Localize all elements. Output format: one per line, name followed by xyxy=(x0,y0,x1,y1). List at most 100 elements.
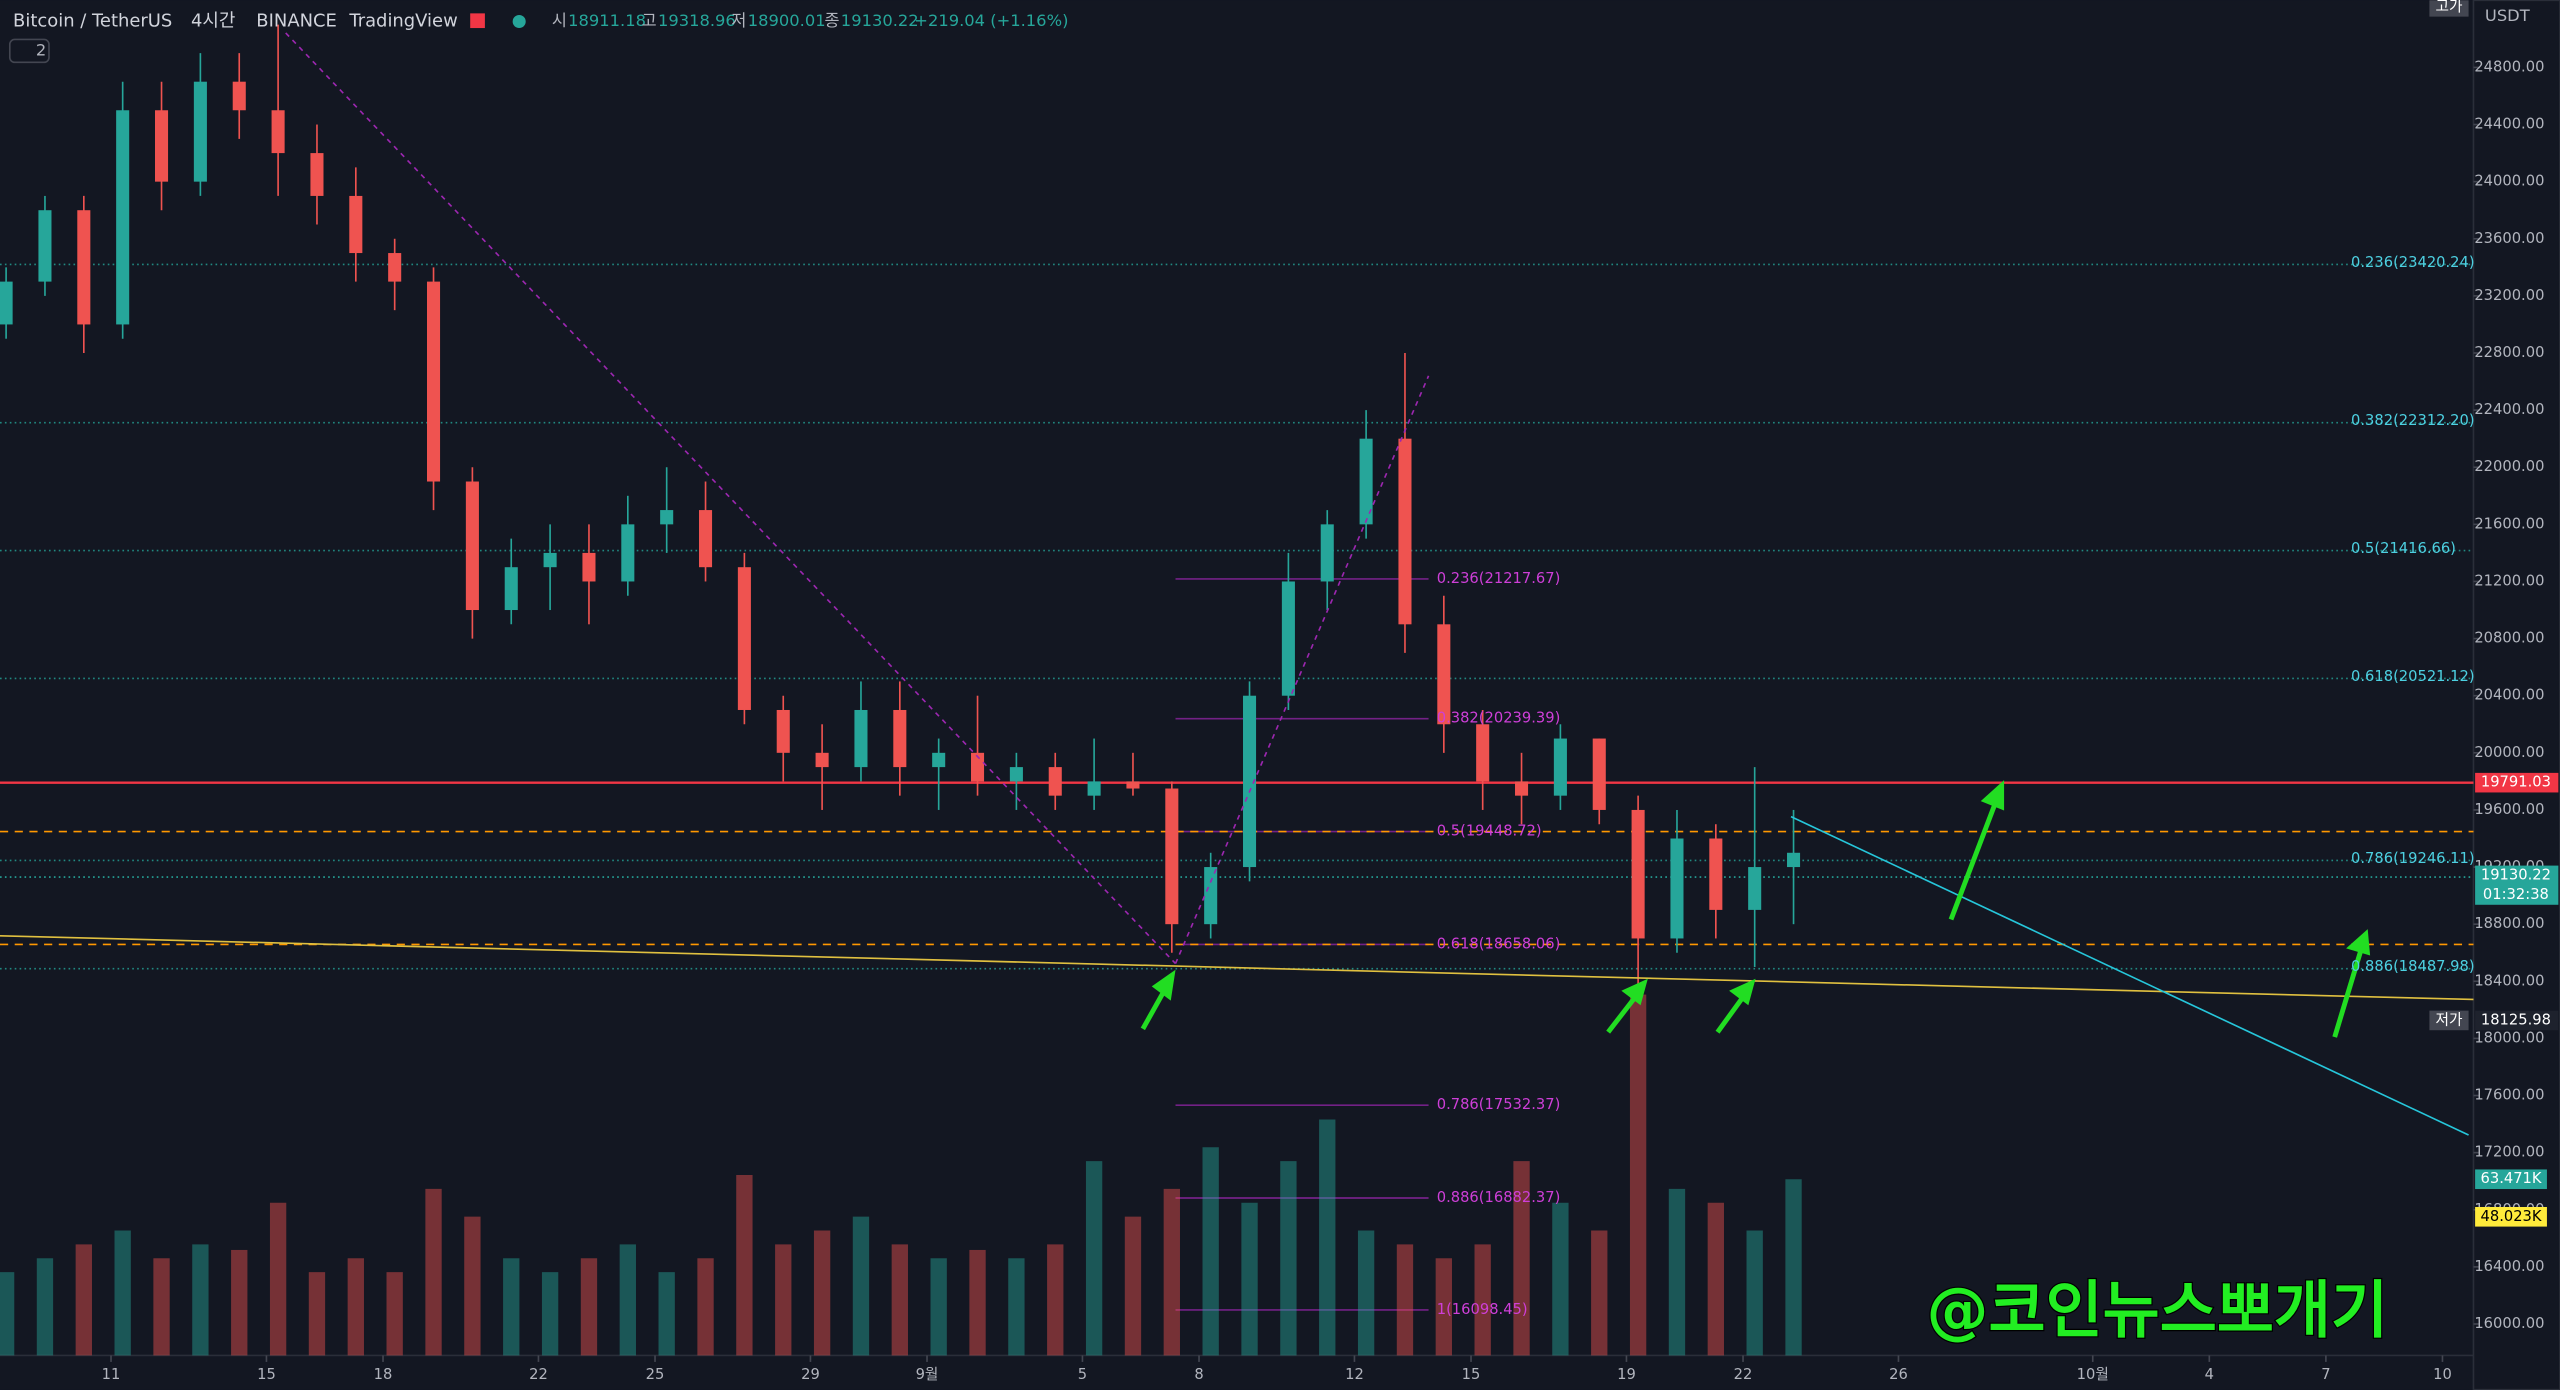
y-tick-label: 24000.00 xyxy=(2474,173,2544,190)
fib-label: 0.786(19246.11) xyxy=(2351,850,2475,867)
y-tick-label: 21600.00 xyxy=(2474,515,2544,532)
x-tick-label: 15 xyxy=(257,1366,276,1383)
candle-body xyxy=(193,81,207,182)
ohlc-label: 시 xyxy=(552,11,567,30)
x-tick-label: 22 xyxy=(1734,1366,1753,1383)
volume-bar xyxy=(1746,1230,1763,1356)
candle-body xyxy=(1165,788,1179,925)
fib-label: 0.618(20521.12) xyxy=(2351,668,2475,685)
candle-body xyxy=(1787,852,1801,868)
candle-body xyxy=(1320,524,1334,582)
candle-body xyxy=(1009,767,1023,782)
candle-body xyxy=(232,81,246,111)
y-tick-label: 20000.00 xyxy=(2474,744,2544,761)
fib-label: 0.786(17532.37) xyxy=(1437,1096,1561,1113)
x-tick-label: 9월 xyxy=(916,1366,939,1383)
volume-tag-box xyxy=(2475,1169,2547,1190)
candle-body xyxy=(1709,838,1723,910)
x-tick-label: 22 xyxy=(529,1366,548,1383)
marks xyxy=(0,24,2474,1356)
volume-bar xyxy=(1202,1147,1219,1356)
x-tick-label: 10월 xyxy=(2077,1366,2109,1383)
volume-bar xyxy=(75,1244,92,1356)
watermark: @코인뉴스뽀개기 xyxy=(1927,1274,2389,1347)
y-tick-label: 17600.00 xyxy=(2474,1087,2544,1104)
volume-bar xyxy=(813,1230,831,1356)
candle-body xyxy=(271,110,285,154)
volume-bar xyxy=(503,1258,520,1356)
volume-bar xyxy=(192,1244,209,1356)
y-tick-label: 24400.00 xyxy=(2474,116,2544,133)
y-tick-label: 17200.00 xyxy=(2474,1144,2544,1161)
price-tag xyxy=(2475,772,2559,793)
volume-bar xyxy=(153,1258,170,1356)
ohlc-value: 19318.96 xyxy=(658,11,736,30)
volume-bar xyxy=(891,1244,908,1356)
candle-body xyxy=(1281,581,1295,696)
y-tick-label: 16000.00 xyxy=(2474,1315,2544,1332)
volume-bar xyxy=(619,1244,636,1356)
volume-bar xyxy=(852,1216,870,1356)
ohlc-value: 18911.18 xyxy=(568,11,646,30)
x-tick-label: 25 xyxy=(646,1366,665,1383)
high-tag-box xyxy=(2429,0,2469,17)
fib-label: 1(16098.45) xyxy=(1437,1301,1528,1318)
candle-body xyxy=(582,552,596,582)
price-tag xyxy=(2475,865,2559,905)
volume-bar xyxy=(930,1258,947,1356)
volume-bar xyxy=(1668,1188,1686,1356)
candle-body xyxy=(0,281,13,325)
y-tick-label: 23200.00 xyxy=(2474,287,2544,304)
symbol: Bitcoin / TetherUS xyxy=(13,11,172,32)
volume-bar xyxy=(658,1272,675,1356)
volume-bar xyxy=(347,1258,364,1356)
interval: 4시간 xyxy=(191,11,235,32)
volume-bar xyxy=(1319,1119,1336,1356)
y-tick-label: 18800.00 xyxy=(2474,915,2544,932)
volume-bar xyxy=(36,1258,54,1356)
x-tick-label: 7 xyxy=(2321,1366,2330,1383)
arrows xyxy=(1140,780,2371,1038)
candle-body xyxy=(465,481,479,611)
indicator-toggle[interactable] xyxy=(8,38,50,64)
volume-bar xyxy=(1124,1216,1142,1356)
y-tick-label: 22800.00 xyxy=(2474,344,2544,361)
candle-body xyxy=(1515,781,1529,796)
x-tick-label: 4 xyxy=(2205,1366,2214,1383)
candle-body xyxy=(349,195,363,254)
x-tick-label: 8 xyxy=(1194,1366,1203,1383)
volume-bar xyxy=(425,1188,442,1356)
volume-bar xyxy=(464,1216,481,1356)
y-tick-label: 16400.00 xyxy=(2474,1258,2544,1275)
candle-body xyxy=(854,709,868,768)
candle-body xyxy=(77,210,91,325)
flag[interactable] xyxy=(470,13,485,29)
x-tick-label: 15 xyxy=(1462,1366,1481,1383)
candle-body xyxy=(971,752,985,782)
fib-label: 0.886(18487.98) xyxy=(2351,958,2475,975)
volume-ma-tag: 48.023K xyxy=(2481,1208,2542,1225)
exchange: BINANCE xyxy=(256,11,337,32)
candle-body xyxy=(1670,838,1684,939)
ohlc-value: 19130.22 xyxy=(841,11,919,30)
volume-bar xyxy=(1047,1244,1064,1356)
x-tick-label: 19 xyxy=(1617,1366,1636,1383)
fib-label: 0.382(20239.39) xyxy=(1437,710,1561,727)
source: TradingView xyxy=(348,11,457,32)
volume-bar xyxy=(1552,1202,1569,1356)
volume-bar xyxy=(231,1249,248,1356)
price-tag-label: 18125.98 xyxy=(2481,1011,2551,1028)
volume-bar xyxy=(1435,1258,1452,1356)
y-tick-label: 20800.00 xyxy=(2474,630,2544,647)
price-tag-label: 19791.03 xyxy=(2481,774,2551,791)
fib-label: 0.382(22312.20) xyxy=(2351,412,2475,429)
candle-body xyxy=(815,752,829,768)
y-tick-label: 23600.00 xyxy=(2474,230,2544,247)
volume-tag: 63.471K xyxy=(2481,1170,2542,1187)
candle-body xyxy=(116,110,130,325)
fib-label: 0.5(21416.66) xyxy=(2351,540,2456,557)
ohlc-label: 종 xyxy=(824,11,839,30)
volume-bar xyxy=(0,1272,15,1356)
y-tick-label: 22000.00 xyxy=(2474,458,2544,475)
